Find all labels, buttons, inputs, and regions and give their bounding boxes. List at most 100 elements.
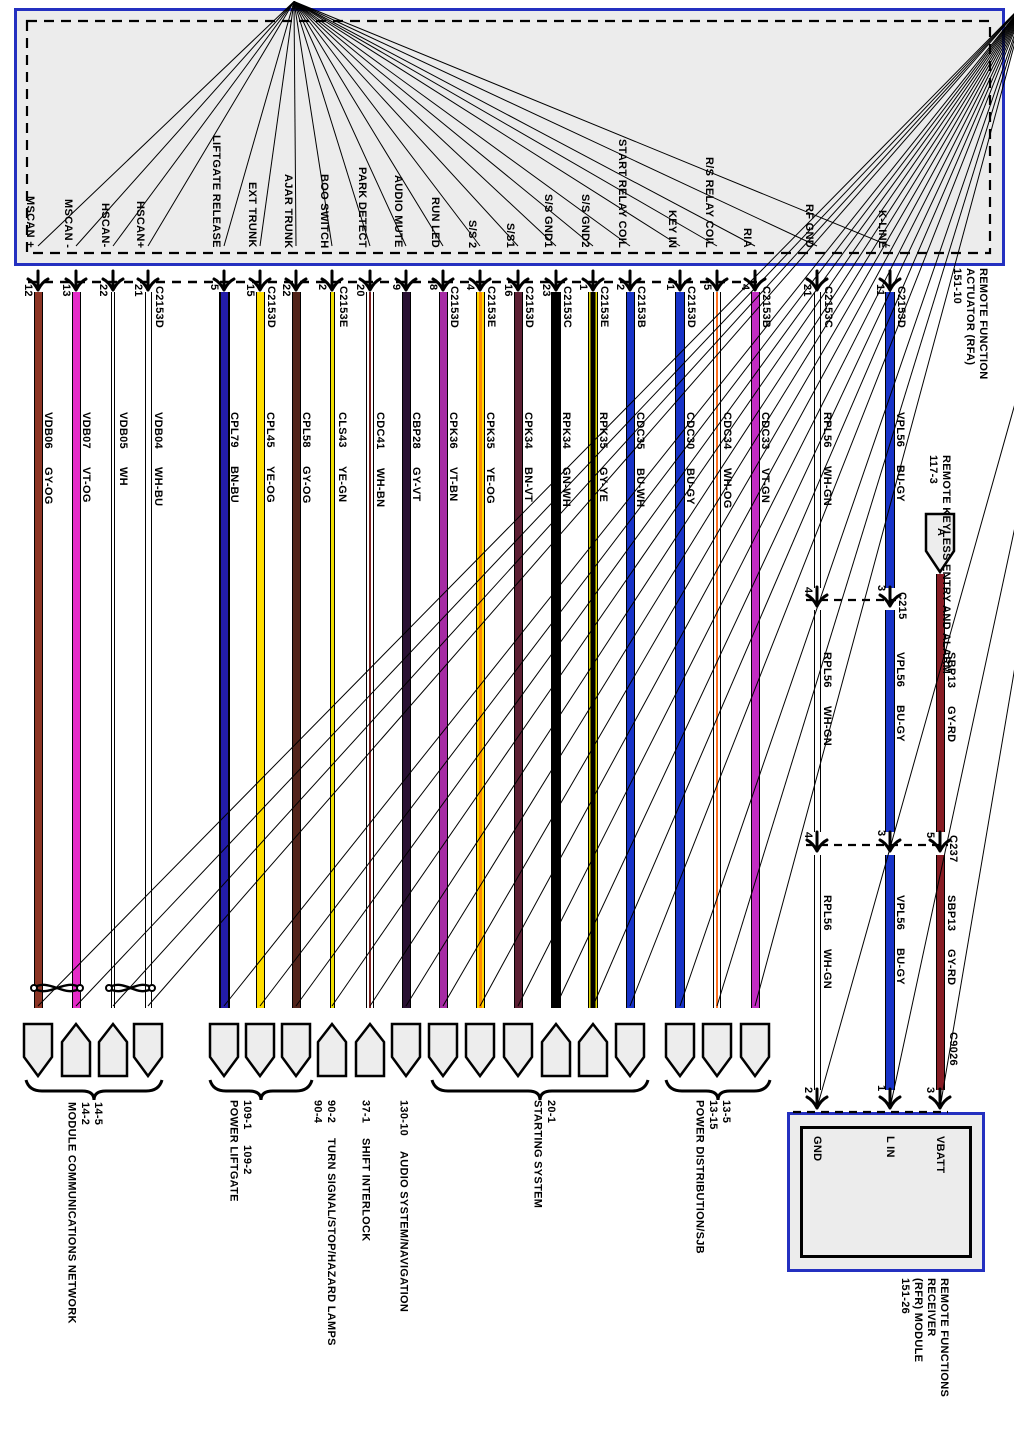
wire-color-code: GN-WH [559,466,572,507]
offpage-connector [502,1022,534,1079]
group-label: POWER DISTRIBUTION/SJB 13-15 13-5 [692,1100,732,1254]
pin-number-label: 8 [426,284,439,291]
pin-number-label: 12 [21,284,34,297]
offpage-connector [427,1022,459,1079]
label-line: REMOTE KEYLESS ENTRY AND ALARM [939,455,952,675]
circuit-label: VDB04 WH-BU [151,412,164,506]
diagram-line [75,1,295,247]
diagram-line [442,21,1014,1007]
group-label-line: MODULE COMMUNICATIONS NETWORK [64,1102,77,1324]
module-pin-number-label: 2 [801,1087,814,1094]
circuit-id: CPL58 [299,412,312,448]
circuit-label: RPL56 WH-GN [820,652,833,746]
diagram-line [37,12,1014,1007]
wire-line [813,610,821,832]
pin-number-label: 1 [576,284,589,291]
circuit-id: RPK35 [596,412,609,449]
wire-name-label: EXT TRUNK [245,182,258,248]
circuit-label: CPK34 BN-VT [521,412,534,502]
circuit-id: CBP28 [409,412,422,449]
group-label-line: 14-5 [91,1102,104,1324]
wire-line [71,292,81,1008]
circuit-id: CDC30 [683,412,696,450]
diagram-line [592,28,1014,1007]
group-label-text: 20-1 [544,1100,557,1124]
connector-arrow-icon [705,269,729,292]
diagram-line [75,13,1014,1007]
wire-name-label: S/S GND1 [541,194,554,248]
wire-line [33,292,43,1008]
pin-number-label: 4 [463,284,476,291]
pin-number-label: 5 [207,284,220,291]
connector-arrow-icon [581,269,605,292]
wire-color-code: WH-GN [820,948,833,989]
connector-arrow-icon [212,269,236,292]
circuit-id: VDB04 [151,412,164,449]
offpage-connector [97,1021,129,1078]
circuit-label: VDB06 GY-OG [41,412,54,505]
connector-name-label: C2153E [336,286,349,328]
group-label-text: 13-15 [706,1100,719,1130]
wire-name-label: RIA [740,228,753,248]
connector-flag-a [924,512,956,575]
wire-line [813,292,821,588]
wire-name-label: PARK DETECT [355,167,368,248]
group-label: POWER LIFTGATE 109-1 109-2 [226,1100,252,1202]
wire-name-label: START RELAY COIL [615,138,628,248]
pin-number-label: 20 [353,284,366,297]
connector-arrow-icon [284,269,308,292]
rfa-module-label: REMOTE FUNCTION ACTUATOR (RFA) 151-10 [950,268,989,379]
wire-color-code: GY-YE [596,466,609,503]
group-label-text: STARTING SYSTEM [531,1100,544,1209]
wire-line [438,292,448,1008]
wire-name-label: MSCAN + [23,196,36,248]
wire-line [111,292,115,1008]
wire-color-code: GY-OG [299,465,312,504]
wire-name-label: HSCAN- [98,203,111,248]
wire-color-code: YE-GN [335,465,348,503]
pin-number-label: 5 [700,284,713,291]
junction-pin-label: 4 [801,587,814,594]
circuit-label: VPL56 BU-GY [893,412,906,502]
wire-name-label: LIFTGATE RELEASE [209,135,222,248]
group-brace [208,1079,314,1101]
label-line: (RFR) MODULE [911,1278,924,1363]
label-line: 151-10 [950,268,963,305]
connector-arrow-icon [248,269,272,292]
group-label: STARTING SYSTEM 20-1 [530,1100,557,1209]
pin-number-label: 23 [539,284,552,297]
diagram-line [679,34,1014,1007]
wire-color-code: WH-GN [820,705,833,746]
diagram-line [223,1,295,247]
wire-name-label: KEY IN [665,209,678,248]
rfr-pin-lin-label: L IN [883,1136,896,1158]
rfa-module-box [14,8,1005,266]
group-label-text: POWER DISTRIBUTION/SJB [693,1100,706,1254]
group-label-text: 90-2 [324,1100,337,1124]
circuit-label: RPK34 GN-WH [559,412,572,507]
junction-connector-label: C215 [895,592,908,620]
connector-name-label: C2153C [560,286,573,329]
offpage-connector [208,1022,240,1079]
circuit-label: VDB07 VT-OG [79,412,92,503]
group-label: MODULE COMMUNICATIONS NETWORK 14-2 14-5 [64,1102,104,1324]
label-line: 151-26 [898,1278,911,1315]
connector-arrow-icon [101,269,125,292]
diagram-line [147,14,1014,1007]
pin-number-label: 4 [738,284,751,291]
offpage-connector [280,1022,312,1079]
wire-name-label: S/S1 [503,222,516,248]
diagram-line [293,1,333,247]
pin-number-label: 11 [873,284,886,297]
connector-arrow-icon [468,269,492,292]
connector-name-label: C2153B [759,286,772,329]
circuit-id: CPK34 [521,412,534,449]
circuit-id: VDB05 [116,412,129,449]
circuit-label: CPK35 YE-OG [483,412,496,504]
offpage-connector [60,1021,92,1078]
wire-line [255,292,265,1008]
group-label: 90-4 90-2 TURN SIGNAL/STOP/HAZARD LAMPS [310,1100,337,1346]
junction-pin-label: 3 [874,830,887,837]
